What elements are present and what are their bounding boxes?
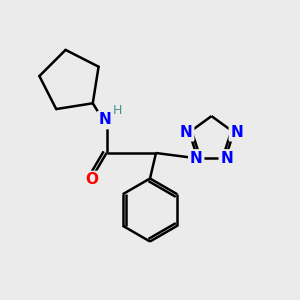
Text: N: N [99, 112, 111, 128]
Text: O: O [85, 172, 98, 188]
Text: N: N [190, 151, 203, 166]
Text: H: H [112, 104, 122, 118]
Text: N: N [220, 151, 233, 166]
Text: N: N [230, 125, 243, 140]
Text: N: N [180, 125, 193, 140]
